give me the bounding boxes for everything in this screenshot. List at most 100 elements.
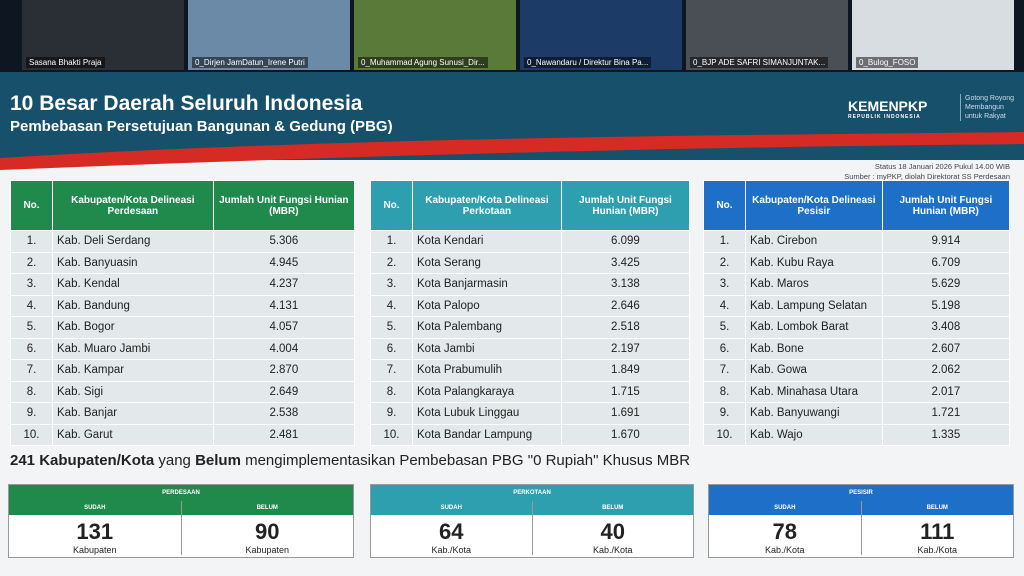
table-row: 9. Kab. Banjar 2.538	[10, 402, 356, 425]
column-header: No.	[370, 180, 413, 231]
table-cell: Kab. Kampar	[52, 359, 214, 382]
table-cell: 2.	[370, 251, 413, 274]
table-cell: 6.	[703, 337, 746, 360]
box-title: PERKOTAAN	[371, 485, 693, 501]
participant-video-tile[interactable]: 0_Muhammad Agung Sunusi_Dir...	[354, 0, 516, 70]
table-cell: Kota Palangkaraya	[412, 380, 562, 403]
kemenpkp-logo: KEMENPKP REPUBLIK INDONESIA	[848, 98, 928, 120]
table-cell: 1.	[703, 230, 746, 253]
table-cell: 7.	[10, 359, 53, 382]
table-cell: 3.138	[560, 273, 691, 296]
participant-name: 0_Bulog_FOSO	[856, 57, 919, 68]
participant-video-tile[interactable]: 0_Nawandaru / Direktur Bina Pa...	[520, 0, 682, 70]
table-cell: 3.425	[560, 251, 691, 274]
table-cell: Kota Prabumulih	[412, 359, 562, 382]
table-row: 3. Kab. Kendal 4.237	[10, 273, 356, 296]
table-row: 7. Kab. Gowa 2.062	[703, 359, 1011, 382]
table-row: 6. Kab. Muaro Jambi 4.004	[10, 337, 356, 360]
table-cell: 4.	[370, 294, 413, 317]
table-cell: 1.	[10, 230, 53, 253]
table-cell: Kab. Garut	[52, 423, 214, 446]
table-row: 6. Kab. Bone 2.607	[703, 337, 1011, 360]
summary-cell: SUDAH 78 Kab./Kota	[709, 501, 862, 555]
table-row: 3. Kab. Maros 5.629	[703, 273, 1011, 296]
cell-unit: Kabupaten	[245, 545, 290, 555]
cell-unit: Kab./Kota	[917, 545, 958, 555]
table-cell: 7.	[370, 359, 413, 382]
table-cell: 1.	[370, 230, 413, 253]
table-cell: 2.870	[212, 359, 356, 382]
column-header: Kabupaten/Kota Delineasi Perdesaan	[52, 180, 214, 231]
table-cell: 2.538	[212, 402, 356, 425]
box-title: PESISIR	[709, 485, 1013, 501]
status-summary-box: PESISIR SUDAH 78 Kab./Kota BELUM 111 Kab./Kota	[708, 484, 1014, 558]
table-cell: 10.	[370, 423, 413, 446]
cell-label: SUDAH	[9, 501, 181, 515]
table-cell: Kab. Lampung Selatan	[745, 294, 883, 317]
cell-label: SUDAH	[709, 501, 861, 515]
table-cell: 10.	[703, 423, 746, 446]
column-header: Jumlah Unit Fungsi Hunian (MBR)	[212, 180, 356, 231]
slide-subtitle: Pembebasan Persetujuan Bangunan & Gedung…	[10, 118, 393, 135]
table-header: No. Kabupaten/Kota Delineasi Pesisir Jumla…	[703, 180, 1011, 231]
table-cell: 2.607	[881, 337, 1011, 360]
participant-video-tile[interactable]: 0_Dirjen JamDatun_Irene Putri	[188, 0, 350, 70]
table-cell: 2.062	[881, 359, 1011, 382]
table-cell: 8.	[10, 380, 53, 403]
table-cell: 1.670	[560, 423, 691, 446]
table-cell: 10.	[10, 423, 53, 446]
summary-cell: SUDAH 64 Kab./Kota	[371, 501, 533, 555]
table-row: 4. Kab. Lampung Selatan 5.198	[703, 294, 1011, 317]
table-cell: Kab. Banjar	[52, 402, 214, 425]
table-cell: Kab. Bone	[745, 337, 883, 360]
table-row: 5. Kota Palembang 2.518	[370, 316, 691, 339]
participant-video-tile[interactable]: 0_BJP ADE SAFRI SIMANJUNTAK...	[686, 0, 848, 70]
participant-name: 0_BJP ADE SAFRI SIMANJUNTAK...	[690, 57, 829, 68]
table-cell: Kab. Bandung	[52, 294, 214, 317]
table-row: 2. Kota Serang 3.425	[370, 251, 691, 274]
summary-cell: BELUM 111 Kab./Kota	[861, 501, 1013, 555]
table-cell: Kota Palembang	[412, 316, 562, 339]
participant-video-tile[interactable]: Sasana Bhakti Praja	[22, 0, 184, 70]
table-row: 10. Kota Bandar Lampung 1.670	[370, 423, 691, 446]
cell-unit: Kabupaten	[72, 545, 117, 555]
column-header: No.	[703, 180, 746, 231]
table-cell: Kota Lubuk Linggau	[412, 402, 562, 425]
slide-title: 10 Besar Daerah Seluruh Indonesia	[10, 92, 363, 115]
participant-name: 0_Nawandaru / Direktur Bina Pa...	[524, 57, 652, 68]
cell-label: BELUM	[181, 501, 353, 515]
participant-video-tile[interactable]: 0_Bulog_FOSO	[852, 0, 1014, 70]
tagline: Gotong Royong Membangun untuk Rakyat	[960, 94, 1014, 121]
table-cell: Kab. Bogor	[52, 316, 214, 339]
table-cell: Kota Kendari	[412, 230, 562, 253]
table-row: 5. Kab. Bogor 4.057	[10, 316, 356, 339]
cell-label: SUDAH	[371, 501, 532, 515]
table-cell: 5.	[370, 316, 413, 339]
table-cell: 2.	[703, 251, 746, 274]
table-cell: 2.481	[212, 423, 356, 446]
cell-unit: Kab./Kota	[592, 545, 633, 555]
summary-line: 241 Kabupaten/Kota yang Belum mengimplem…	[10, 452, 691, 469]
table-cell: Kab. Kendal	[52, 273, 214, 296]
table-cell: 2.518	[560, 316, 691, 339]
table-cell: 3.	[703, 273, 746, 296]
table-cell: 4.237	[212, 273, 356, 296]
table-row: 8. Kota Palangkaraya 1.715	[370, 380, 691, 403]
cell-label: BELUM	[861, 501, 1013, 515]
cell-value: 64	[439, 519, 464, 544]
table-cell: 4.	[703, 294, 746, 317]
table-cell: 3.	[10, 273, 53, 296]
table-row: 1. Kota Kendari 6.099	[370, 230, 691, 253]
table-cell: Kab. Sigi	[52, 380, 214, 403]
table-cell: Kota Banjarmasin	[412, 273, 562, 296]
table-cell: Kab. Kubu Raya	[745, 251, 883, 274]
cell-label: BELUM	[532, 501, 693, 515]
table-row: 2. Kab. Kubu Raya 6.709	[703, 251, 1011, 274]
column-header: Jumlah Unit Fungsi Hunian (MBR)	[881, 180, 1011, 231]
table-cell: 1.335	[881, 423, 1011, 446]
table-cell: 2.197	[560, 337, 691, 360]
table-row: 9. Kab. Banyuwangi 1.721	[703, 402, 1011, 425]
cell-value: 131	[76, 519, 114, 544]
participant-name: 0_Muhammad Agung Sunusi_Dir...	[358, 57, 488, 68]
table-cell: 4.131	[212, 294, 356, 317]
